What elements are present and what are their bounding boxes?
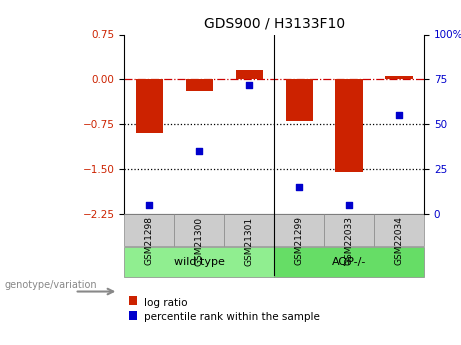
Bar	[324, 214, 374, 246]
Bar	[124, 214, 174, 246]
Bar	[186, 79, 213, 91]
Text: percentile rank within the sample: percentile rank within the sample	[144, 312, 320, 322]
Text: GSM22034: GSM22034	[395, 216, 404, 265]
Point	[296, 184, 303, 190]
Point	[146, 202, 153, 208]
Bar	[236, 70, 263, 79]
Text: GSM21298: GSM21298	[145, 216, 154, 265]
Text: GSM22033: GSM22033	[345, 216, 354, 265]
Point	[345, 202, 353, 208]
Text: AQP-/-: AQP-/-	[332, 257, 366, 267]
Text: genotype/variation: genotype/variation	[5, 280, 97, 289]
Point	[246, 82, 253, 88]
Bar	[285, 79, 313, 121]
Point	[396, 112, 403, 118]
Text: wild type: wild type	[174, 257, 225, 267]
Bar	[274, 214, 324, 246]
Text: GSM21300: GSM21300	[195, 216, 204, 266]
Text: GSM21301: GSM21301	[245, 216, 254, 266]
Bar	[274, 247, 424, 277]
Bar	[174, 214, 225, 246]
Bar	[336, 79, 363, 172]
Title: GDS900 / H3133F10: GDS900 / H3133F10	[204, 17, 345, 31]
Bar	[374, 214, 424, 246]
Bar	[124, 247, 274, 277]
Bar	[225, 214, 274, 246]
Text: GSM21299: GSM21299	[295, 216, 304, 265]
Bar	[136, 79, 163, 133]
Point	[195, 148, 203, 154]
Bar	[385, 76, 413, 79]
Text: log ratio: log ratio	[144, 298, 188, 307]
